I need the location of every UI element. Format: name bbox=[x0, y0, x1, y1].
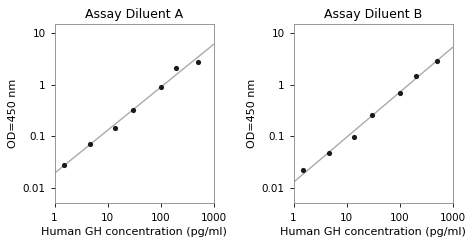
Point bbox=[173, 66, 180, 70]
Point bbox=[351, 135, 358, 139]
Point bbox=[368, 113, 376, 117]
Point bbox=[157, 85, 164, 89]
Point bbox=[129, 108, 137, 112]
Point bbox=[396, 91, 403, 95]
Point bbox=[299, 168, 307, 172]
X-axis label: Human GH concentration (pg/ml): Human GH concentration (pg/ml) bbox=[280, 227, 466, 237]
Point bbox=[194, 60, 201, 63]
Point bbox=[60, 163, 68, 167]
Title: Assay Diluent A: Assay Diluent A bbox=[85, 8, 183, 21]
Point bbox=[433, 59, 440, 63]
Y-axis label: OD=450 nm: OD=450 nm bbox=[9, 79, 18, 148]
Point bbox=[412, 74, 419, 77]
Point bbox=[111, 126, 119, 130]
X-axis label: Human GH concentration (pg/ml): Human GH concentration (pg/ml) bbox=[41, 227, 227, 237]
Point bbox=[86, 142, 94, 146]
Point bbox=[326, 151, 333, 155]
Y-axis label: OD=450 nm: OD=450 nm bbox=[247, 79, 257, 148]
Title: Assay Diluent B: Assay Diluent B bbox=[324, 8, 422, 21]
